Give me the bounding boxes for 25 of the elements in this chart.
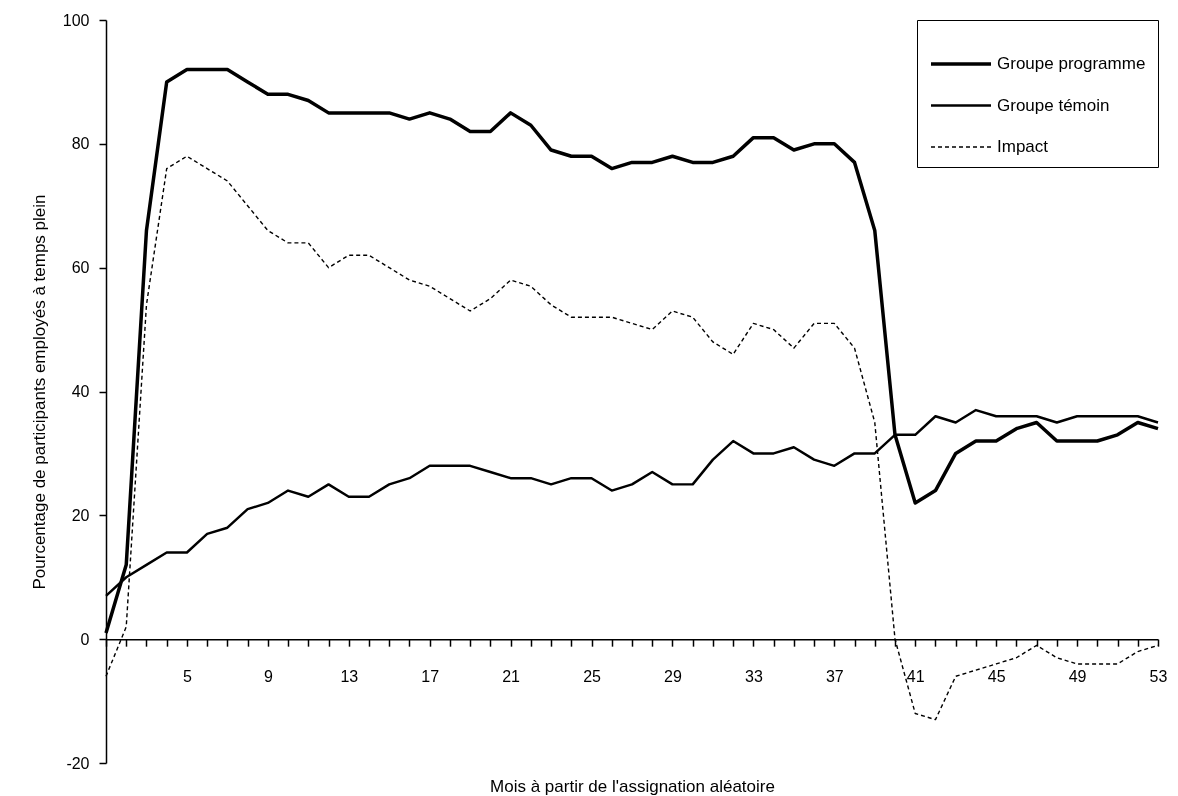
x-tick-label: 9 bbox=[263, 667, 273, 685]
legend-label: Impact bbox=[997, 137, 1049, 156]
x-tick-label: 53 bbox=[1149, 667, 1168, 685]
y-tick-label: 100 bbox=[62, 11, 90, 29]
x-tick-label: 29 bbox=[664, 667, 682, 685]
x-axis-title: Mois à partir de l'assignation aléatoire bbox=[490, 776, 775, 796]
x-tick-label: 17 bbox=[421, 667, 440, 685]
legend-label: Groupe programme bbox=[997, 54, 1146, 73]
x-tick-label: 49 bbox=[1068, 667, 1087, 685]
x-tick-label: 33 bbox=[744, 667, 763, 685]
y-axis-title: Pourcentage de participants employés à temps plein bbox=[29, 194, 49, 590]
x-tick-label: 25 bbox=[583, 667, 602, 685]
y-tick-label: 0 bbox=[80, 630, 90, 648]
x-tick-label: 21 bbox=[502, 667, 521, 685]
y-tick-label: 80 bbox=[71, 135, 90, 153]
y-tick-label: 40 bbox=[71, 383, 90, 400]
x-tick-label: 41 bbox=[906, 667, 925, 685]
y-tick-label: 60 bbox=[71, 259, 90, 277]
x-tick-label: 13 bbox=[340, 667, 359, 685]
y-tick-label: 20 bbox=[71, 506, 90, 524]
x-tick-label: 5 bbox=[182, 667, 192, 685]
legend-label: Groupe témoin bbox=[997, 95, 1110, 115]
x-tick-label: 45 bbox=[987, 667, 1006, 685]
x-tick-label: 37 bbox=[825, 667, 844, 685]
y-tick-label: -20 bbox=[66, 754, 90, 772]
